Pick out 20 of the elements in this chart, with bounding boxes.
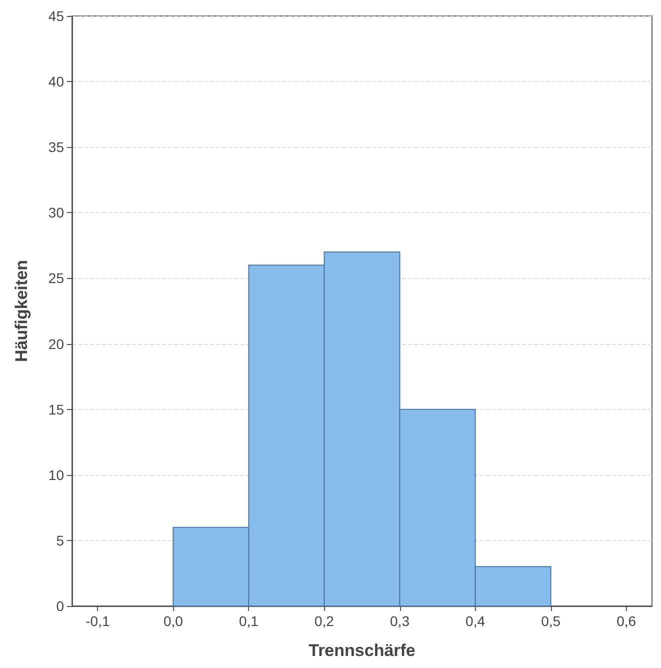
y-tick-label: 5 [56, 532, 64, 548]
x-tick-label: 0,5 [541, 613, 561, 629]
x-tick-label: 0,6 [616, 613, 636, 629]
x-axis-title: Trennschärfe [308, 641, 416, 660]
x-tick-label: 0,2 [314, 613, 334, 629]
y-tick-label: 35 [48, 139, 64, 156]
x-tick-label: 0,1 [238, 613, 259, 629]
y-tick-label: 30 [48, 204, 64, 221]
y-tick-label: 25 [48, 270, 64, 286]
x-tick-label: 0,4 [466, 613, 486, 629]
y-tick-label: 40 [48, 74, 64, 90]
y-tick-label: 15 [48, 401, 64, 418]
y-tick-label: 10 [48, 466, 64, 483]
y-tick-label: 0 [56, 598, 64, 614]
x-tick-label: -0,1 [86, 613, 110, 629]
y-axis-title: Häufigkeiten [12, 260, 31, 362]
y-tick-label: 45 [48, 8, 64, 24]
x-tick-label: 0,0 [163, 613, 184, 629]
x-tick-label: 0,3 [390, 613, 410, 629]
y-tick-label: 20 [48, 336, 64, 352]
